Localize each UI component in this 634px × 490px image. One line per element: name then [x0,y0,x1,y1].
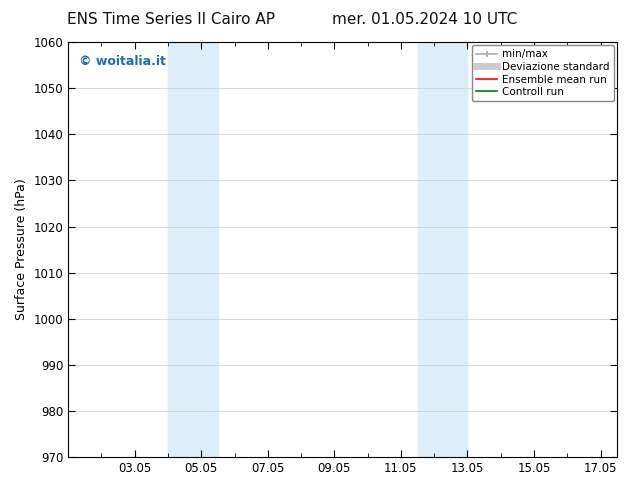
Text: mer. 01.05.2024 10 UTC: mer. 01.05.2024 10 UTC [332,12,517,27]
Legend: min/max, Deviazione standard, Ensemble mean run, Controll run: min/max, Deviazione standard, Ensemble m… [472,45,614,101]
Text: © woitalia.it: © woitalia.it [79,54,166,68]
Bar [168,42,218,457]
Y-axis label: Surface Pressure (hPa): Surface Pressure (hPa) [15,179,28,320]
Text: ENS Time Series Il Cairo AP: ENS Time Series Il Cairo AP [67,12,275,27]
Bar [418,42,467,457]
